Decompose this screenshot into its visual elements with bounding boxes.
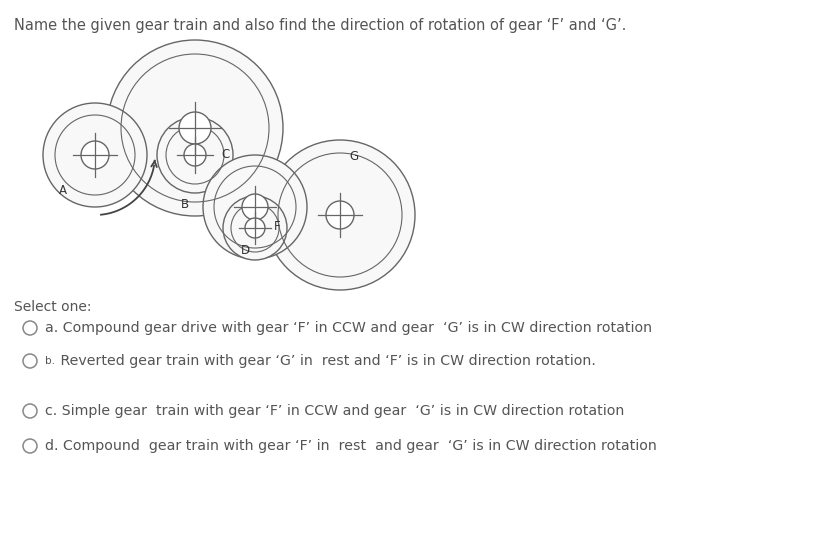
Text: a. Compound gear drive with gear ‘F’ in CCW and gear  ‘G’ is in CW direction rot: a. Compound gear drive with gear ‘F’ in … bbox=[45, 321, 652, 335]
Text: C: C bbox=[221, 148, 229, 161]
Text: F: F bbox=[274, 220, 280, 232]
Text: D: D bbox=[240, 244, 249, 256]
Circle shape bbox=[245, 218, 265, 238]
Circle shape bbox=[326, 201, 354, 229]
Circle shape bbox=[81, 141, 109, 169]
Circle shape bbox=[107, 40, 283, 216]
Text: d. Compound  gear train with gear ‘F’ in  rest  and gear  ‘G’ is in CW direction: d. Compound gear train with gear ‘F’ in … bbox=[45, 439, 656, 453]
Text: b.: b. bbox=[45, 356, 55, 366]
Circle shape bbox=[157, 117, 232, 193]
Circle shape bbox=[184, 144, 206, 166]
Text: G: G bbox=[349, 151, 358, 164]
Text: Select one:: Select one: bbox=[14, 300, 92, 314]
Text: Name the given gear train and also find the direction of rotation of gear ‘F’ an: Name the given gear train and also find … bbox=[14, 18, 625, 33]
Circle shape bbox=[179, 112, 211, 144]
Text: B: B bbox=[181, 198, 189, 211]
Circle shape bbox=[265, 140, 414, 290]
Circle shape bbox=[241, 194, 268, 220]
Text: Reverted gear train with gear ‘G’ in  rest and ‘F’ is in CW direction rotation.: Reverted gear train with gear ‘G’ in res… bbox=[56, 354, 595, 368]
Circle shape bbox=[222, 196, 287, 260]
Text: A: A bbox=[59, 184, 67, 197]
Circle shape bbox=[43, 103, 147, 207]
Text: c. Simple gear  train with gear ‘F’ in CCW and gear  ‘G’ is in CW direction rota: c. Simple gear train with gear ‘F’ in CC… bbox=[45, 404, 624, 418]
Circle shape bbox=[203, 155, 307, 259]
